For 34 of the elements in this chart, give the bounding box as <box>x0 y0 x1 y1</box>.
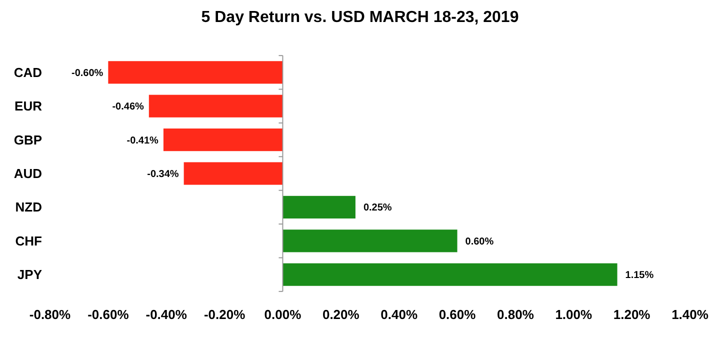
x-tick-label: 0.40% <box>380 307 418 322</box>
x-tick-label: 0.00% <box>264 307 302 322</box>
data-label: -0.41% <box>126 135 159 146</box>
data-label: -0.60% <box>71 68 104 79</box>
data-label: -0.34% <box>147 169 179 180</box>
y-tick-label: EUR <box>14 98 43 114</box>
x-tick-label: -0.60% <box>88 307 130 322</box>
data-label: -0.46% <box>112 102 144 113</box>
bar <box>108 61 283 84</box>
x-tick-label: -0.80% <box>29 307 72 322</box>
x-tick-label: 0.20% <box>322 307 360 322</box>
bar <box>148 94 283 118</box>
x-tick-label: -0.20% <box>204 307 246 322</box>
x-tick-label: -0.40% <box>146 307 188 322</box>
y-tick-label: NZD <box>15 200 42 215</box>
bar <box>282 263 618 286</box>
chart-title: 5 Day Return vs. USD MARCH 18-23, 2019 <box>201 9 519 26</box>
y-tick-label: CHF <box>15 233 42 248</box>
y-tick-label: GBP <box>14 132 42 148</box>
bar <box>163 128 283 152</box>
bar <box>184 162 283 185</box>
x-tick-label: 1.40% <box>672 307 709 322</box>
data-label: 0.60% <box>465 236 494 248</box>
bar <box>282 230 458 252</box>
x-tick-label: 1.00% <box>555 307 592 322</box>
y-tick-label: CAD <box>14 64 42 80</box>
bar <box>282 196 356 218</box>
data-label: 0.25% <box>363 202 392 214</box>
data-label: 1.15% <box>625 270 654 282</box>
y-tick-label: JPY <box>17 267 42 282</box>
x-tick-label: 0.60% <box>438 307 476 322</box>
x-tick-label: 0.80% <box>497 307 534 322</box>
x-tick-label: 1.20% <box>613 307 651 322</box>
y-tick-label: AUD <box>14 166 42 182</box>
